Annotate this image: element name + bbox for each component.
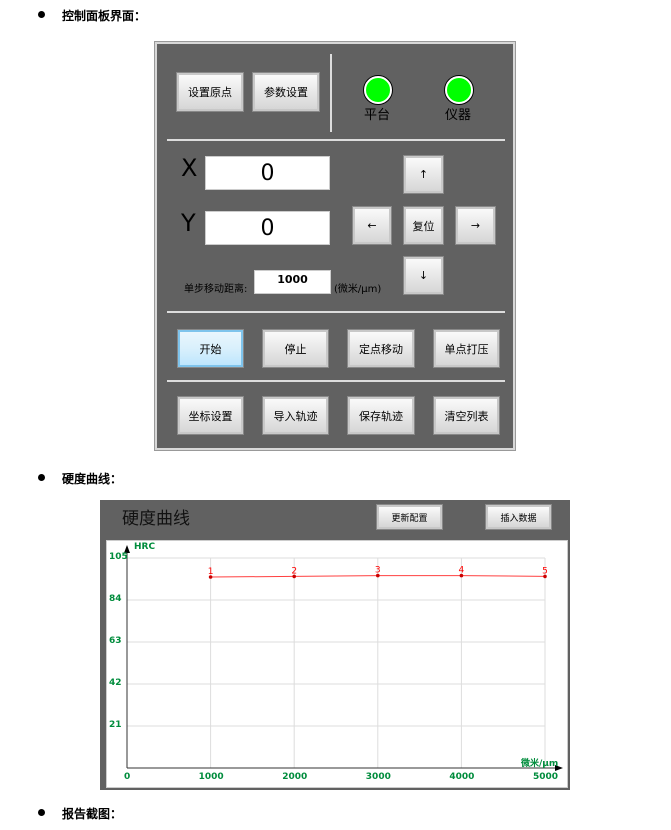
x-tick-label: 4000 — [449, 772, 475, 782]
data-point-label: 2 — [291, 566, 297, 576]
x-coordinate-field[interactable]: 0 — [205, 156, 330, 190]
data-point-label: 1 — [208, 567, 214, 577]
divider — [167, 139, 505, 141]
platform-status-label: 平台 — [364, 108, 391, 123]
move-right-button[interactable]: → — [455, 206, 496, 245]
instrument-status-led-icon — [445, 76, 473, 104]
chart-plot-area: 1 2 3 4 5 HRC 微米/μm 21 42 63 84 105 0 1000 2000 3000… — [106, 540, 568, 788]
y-tick-label: 63 — [109, 636, 122, 646]
move-down-button[interactable]: ↓ — [403, 256, 444, 295]
x-axis-label: 微米/μm — [521, 759, 559, 769]
data-point-label: 4 — [459, 566, 465, 576]
bullet — [38, 474, 45, 481]
set-origin-button[interactable]: 设置原点 — [176, 72, 244, 112]
divider — [330, 54, 332, 132]
bullet — [38, 11, 45, 18]
move-left-button[interactable]: ← — [352, 206, 392, 245]
clear-list-button[interactable]: 清空列表 — [433, 396, 500, 435]
step-distance-field[interactable]: 1000 — [254, 270, 331, 294]
x-tick-label: 1000 — [198, 772, 224, 782]
y-axis-label: HRC — [134, 542, 156, 552]
section-title: 控制面板界面： — [62, 9, 147, 23]
instrument-status-label: 仪器 — [445, 108, 472, 123]
point-move-button[interactable]: 定点移动 — [347, 329, 415, 368]
save-track-button[interactable]: 保存轨迹 — [347, 396, 415, 435]
data-point — [292, 574, 296, 579]
section-title: 硬度曲线： — [62, 472, 123, 486]
y-tick-label: 21 — [109, 720, 122, 730]
x-tick-label: 3000 — [365, 772, 391, 782]
insert-data-button[interactable]: 插入数据 — [485, 504, 552, 530]
move-up-button[interactable]: ↑ — [403, 155, 444, 194]
control-panel: 设置原点 参数设置 平台 仪器 X 0 Y 0 ↑ ← 复位 → ↓ 单步移动距… — [155, 42, 515, 450]
import-track-button[interactable]: 导入轨迹 — [262, 396, 329, 435]
hardness-chart: 1 2 3 4 5 — [124, 545, 563, 771]
data-point-label: 5 — [542, 566, 548, 576]
x-axis-arrow-icon — [555, 765, 563, 771]
y-axis-arrow-icon — [124, 545, 130, 553]
chart-window-title: 硬度曲线 — [122, 509, 190, 529]
stop-button[interactable]: 停止 — [262, 329, 329, 368]
start-button[interactable]: 开始 — [177, 329, 244, 368]
y-label: Y — [181, 209, 196, 237]
platform-status-led-icon — [364, 76, 392, 104]
data-point — [459, 573, 464, 578]
y-coordinate-field[interactable]: 0 — [205, 211, 330, 245]
x-tick-label: 0 — [124, 772, 131, 782]
step-unit-label: (微米/μm) — [334, 284, 382, 295]
reset-button[interactable]: 复位 — [403, 206, 444, 245]
data-point — [208, 575, 213, 579]
section-title: 报告截图： — [62, 807, 123, 821]
update-config-button[interactable]: 更新配置 — [376, 504, 443, 530]
bullet — [38, 809, 45, 816]
x-tick-label: 2000 — [282, 772, 308, 782]
divider — [167, 311, 505, 313]
data-point — [543, 574, 547, 579]
y-tick-label: 42 — [109, 678, 122, 688]
x-tick-label: 5000 — [533, 772, 559, 782]
divider — [167, 380, 505, 382]
data-point — [376, 573, 380, 578]
x-label: X — [181, 154, 198, 182]
y-tick-label: 84 — [109, 594, 122, 604]
data-point-label: 3 — [375, 566, 381, 576]
parameter-settings-button[interactable]: 参数设置 — [252, 72, 320, 112]
y-tick-label: 105 — [109, 552, 128, 562]
coordinate-settings-button[interactable]: 坐标设置 — [177, 396, 244, 435]
step-distance-label: 单步移动距离: — [184, 284, 248, 295]
single-press-button[interactable]: 单点打压 — [433, 329, 500, 368]
